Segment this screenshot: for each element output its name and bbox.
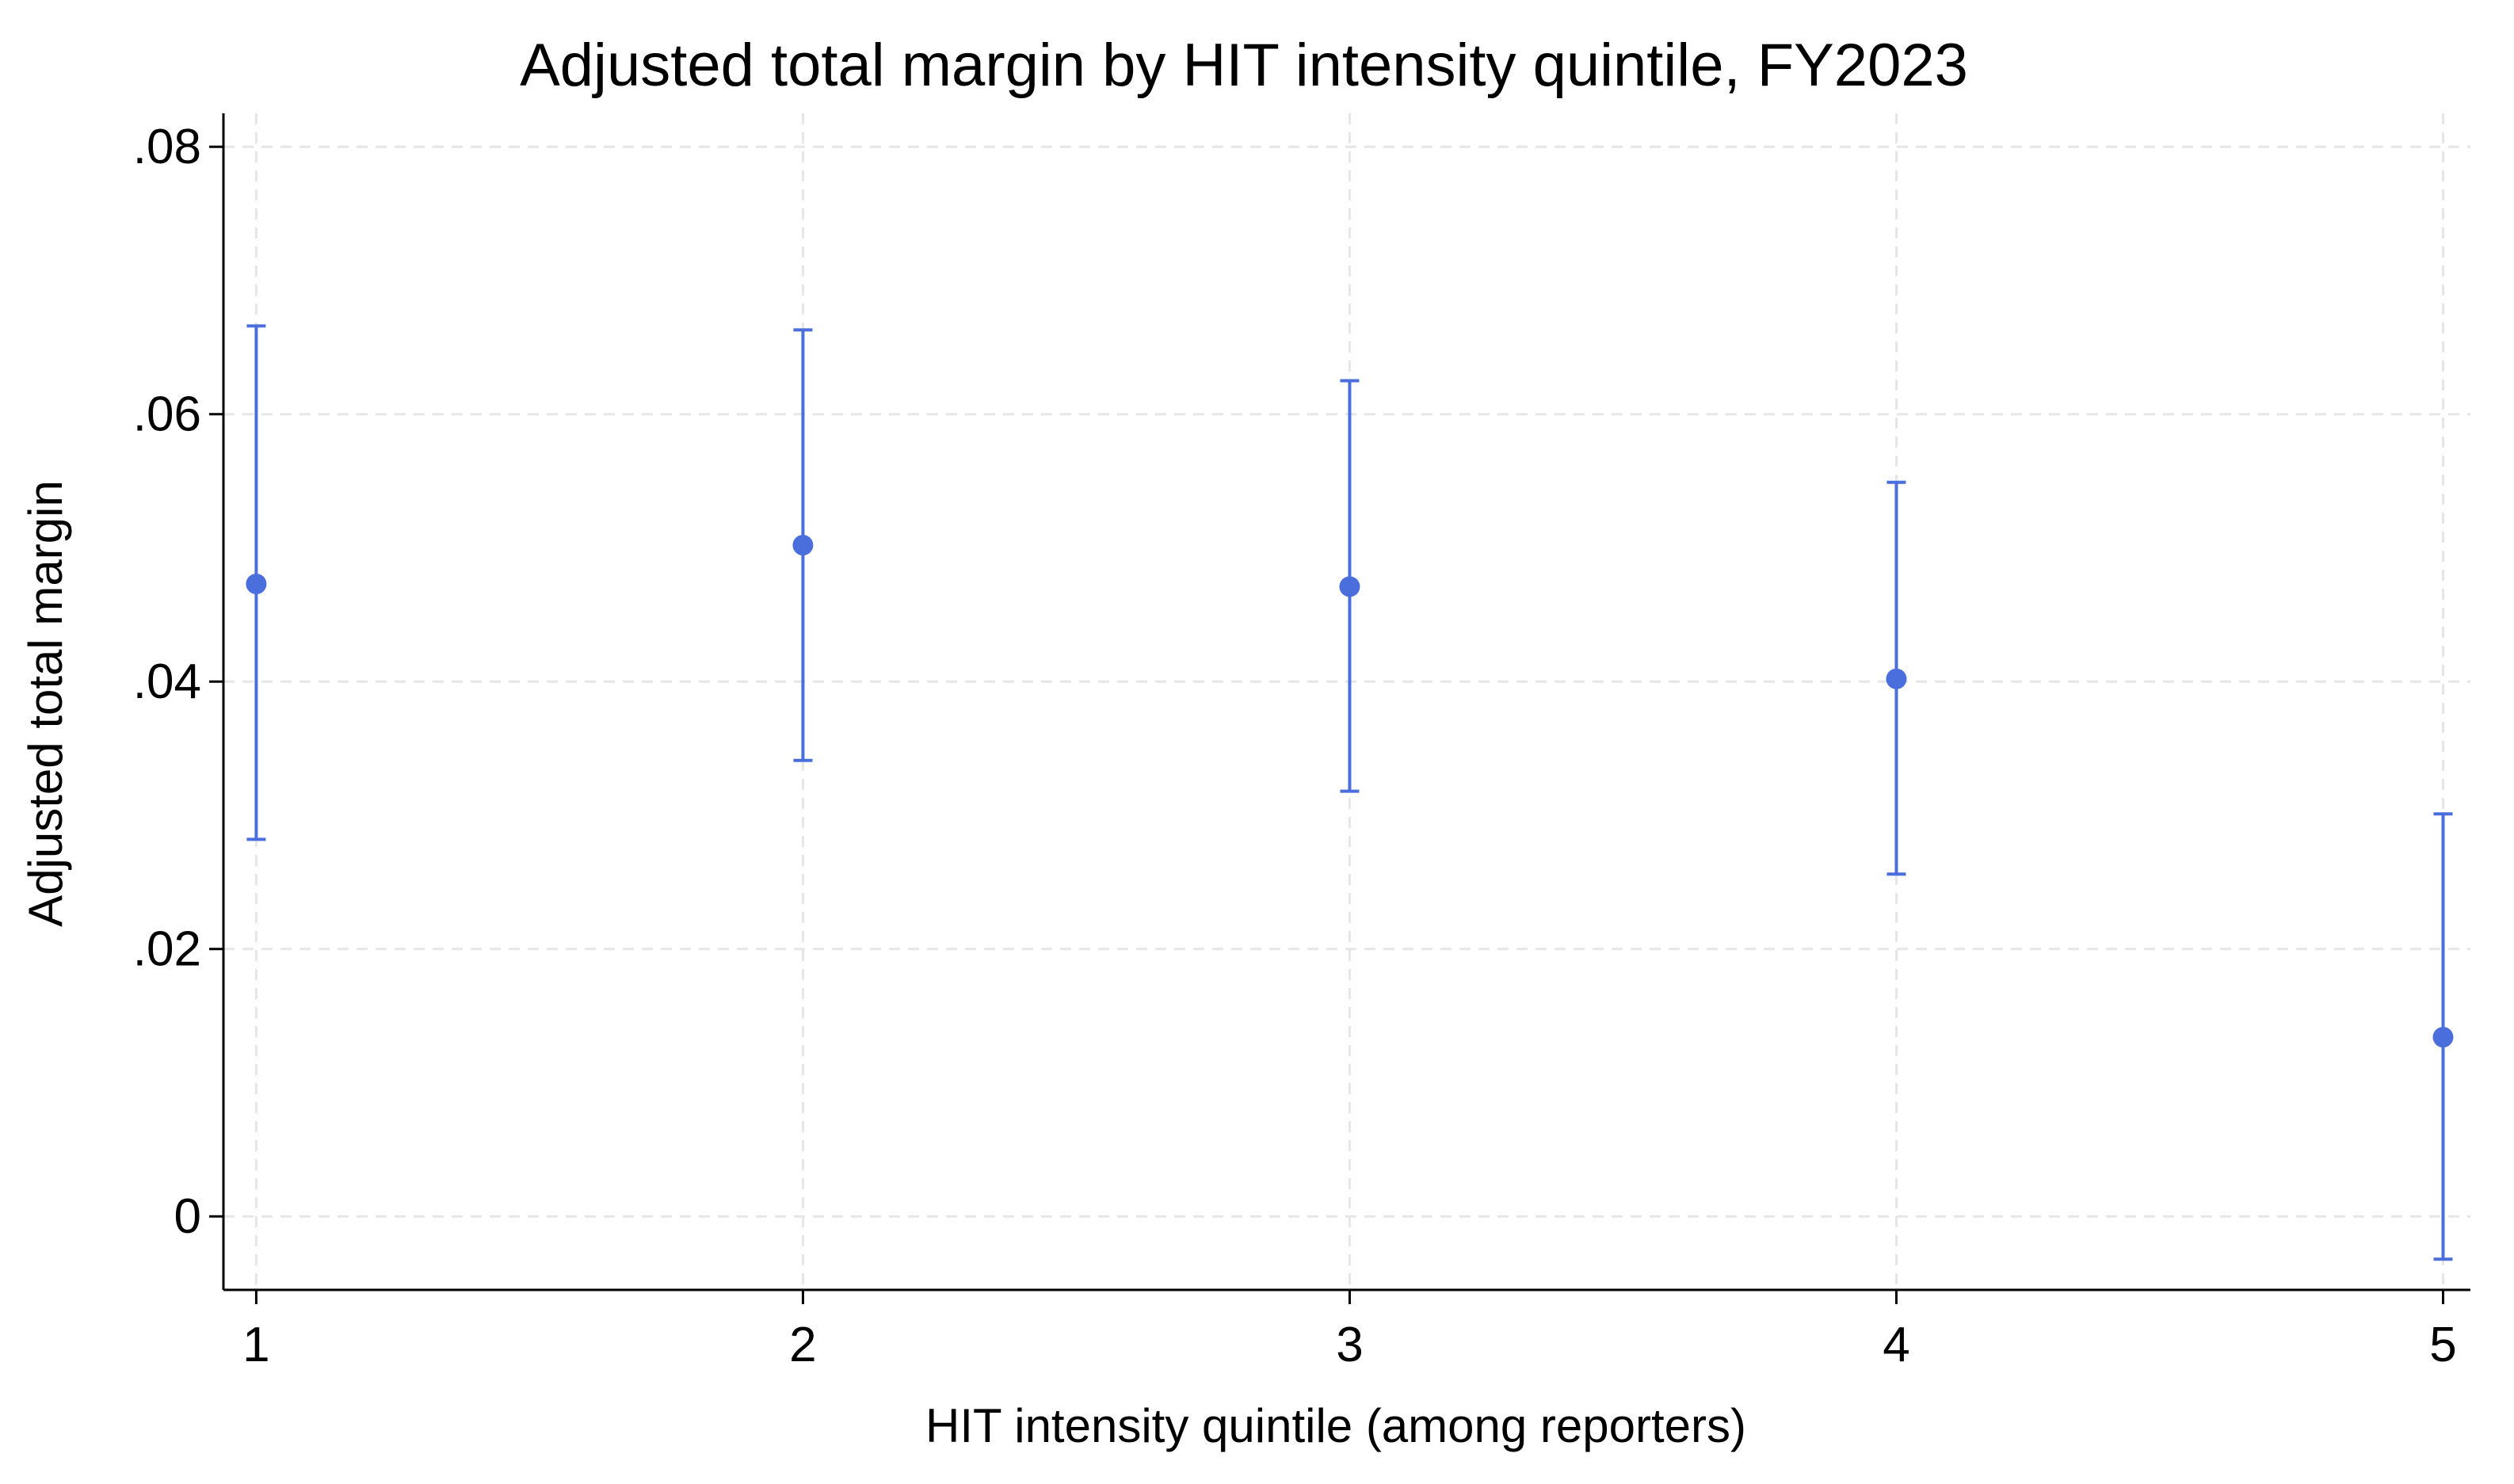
data-point — [1339, 576, 1360, 597]
marks-layer — [246, 324, 2454, 1261]
y-tick-label: .04 — [133, 654, 201, 709]
y-tick-label: .02 — [133, 922, 201, 977]
x-tick-label: 4 — [1883, 1318, 1909, 1372]
errorbar-group — [246, 324, 267, 841]
errorbar-group — [792, 328, 814, 762]
x-tick-label: 1 — [242, 1318, 269, 1372]
chart-title: Adjusted total margin by HIT intensity q… — [520, 32, 1968, 99]
x-tick-label: 5 — [2429, 1318, 2456, 1372]
x-axis-label: HIT intensity quintile (among reporters) — [925, 1399, 1746, 1452]
y-tick-label: .06 — [133, 387, 201, 442]
grid-layer — [223, 113, 2470, 1290]
y-tick-label: 0 — [174, 1189, 201, 1244]
y-tick-label: .08 — [133, 120, 201, 174]
axes-layer: 0 .02 .04 .06 .08 1 2 3 4 5 — [133, 113, 2470, 1372]
errorbar-group — [1886, 480, 1907, 876]
errorbar-group — [1339, 379, 1360, 793]
data-point — [2432, 1027, 2454, 1048]
x-tick-label: 3 — [1336, 1318, 1363, 1372]
data-point — [792, 535, 814, 556]
x-tick-label: 2 — [789, 1318, 816, 1372]
errorbar-group — [2432, 812, 2454, 1261]
data-point — [1886, 668, 1907, 689]
data-point — [246, 574, 267, 594]
y-axis-label: Adjusted total margin — [19, 480, 72, 927]
